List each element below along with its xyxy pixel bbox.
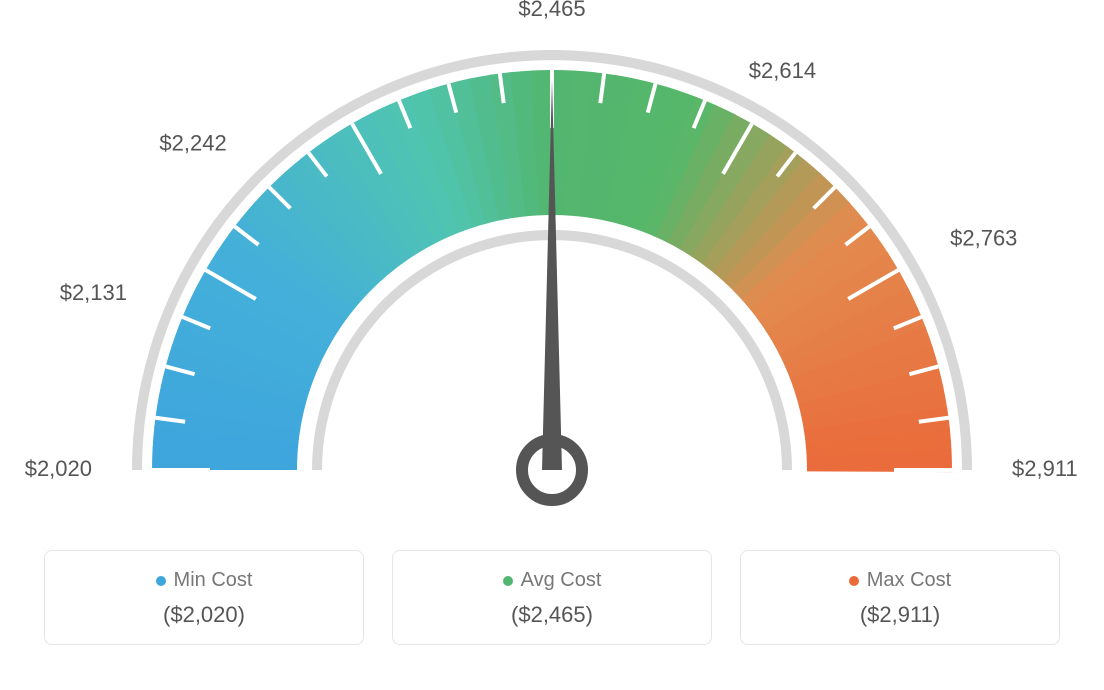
avg-cost-label: Avg Cost: [393, 569, 711, 592]
min-cost-card: Min Cost ($2,020): [44, 550, 364, 645]
avg-cost-label-text: Avg Cost: [521, 569, 602, 591]
max-cost-value: ($2,911): [741, 602, 1059, 628]
avg-cost-card: Avg Cost ($2,465): [392, 550, 712, 645]
dot-icon: [503, 576, 513, 586]
dot-icon: [156, 576, 166, 586]
summary-cards: Min Cost ($2,020) Avg Cost ($2,465) Max …: [44, 550, 1060, 645]
min-cost-value: ($2,020): [45, 602, 363, 628]
avg-cost-value: ($2,465): [393, 602, 711, 628]
svg-text:$2,465: $2,465: [518, 0, 585, 21]
svg-text:$2,911: $2,911: [1012, 456, 1078, 481]
max-cost-label: Max Cost: [741, 569, 1059, 592]
svg-text:$2,614: $2,614: [749, 58, 816, 83]
svg-text:$2,763: $2,763: [950, 226, 1017, 251]
min-cost-label: Min Cost: [45, 569, 363, 592]
min-cost-label-text: Min Cost: [174, 569, 253, 591]
gauge-chart: $2,020 $2,131 $2,242 $2,465 $2,614 $2,763 $2,9…: [0, 0, 1104, 540]
svg-text:$2,242: $2,242: [159, 131, 226, 156]
max-cost-label-text: Max Cost: [867, 569, 951, 591]
svg-text:$2,020: $2,020: [25, 456, 92, 481]
max-cost-card: Max Cost ($2,911): [740, 550, 1060, 645]
gauge-svg: $2,020 $2,131 $2,242 $2,465 $2,614 $2,763 $2,9…: [0, 0, 1104, 540]
svg-text:$2,131: $2,131: [60, 280, 127, 305]
dot-icon: [849, 576, 859, 586]
